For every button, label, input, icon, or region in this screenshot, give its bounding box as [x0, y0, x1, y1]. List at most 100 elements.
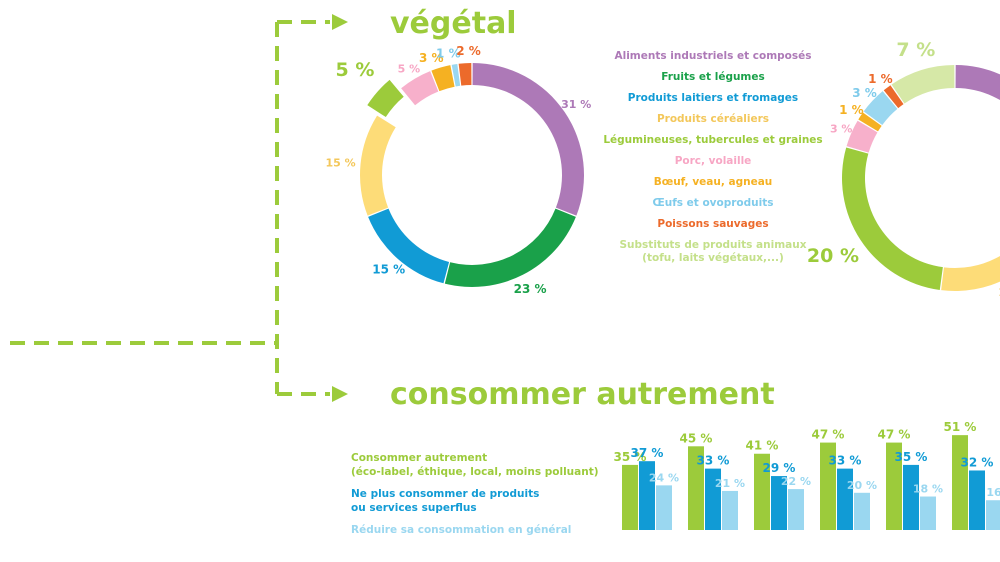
legend-item-poissons: Poissons sauvages	[657, 218, 769, 230]
arrow-head-bottom	[332, 386, 348, 402]
bar-label-g4-s1: 47 %	[812, 428, 845, 442]
bar-label-g6-s2: 32 %	[961, 455, 994, 469]
bar-g3-s3	[788, 489, 804, 530]
bar-legend: Consommer autrement (éco-label, éthique,…	[351, 452, 599, 547]
bar-label-g1-s3: 24 %	[649, 471, 679, 484]
bar-label-g6-s1: 51 %	[944, 420, 977, 434]
bar-label-g6-s3: 16	[986, 486, 1000, 499]
bar-legend-ne-plus-consommer: Ne plus consommer de produits ou service…	[351, 488, 599, 515]
legend-item-substituts: Substituts de produits animaux (tofu, la…	[598, 239, 828, 265]
bar-label-g3-s2: 29 %	[763, 461, 796, 475]
bar-g5-s3	[920, 496, 936, 530]
title-consommer-autrement: consommer autrement	[390, 377, 775, 412]
donut1-label-8: 1 %	[436, 46, 461, 60]
legend-item-industriels: Aliments industriels et composés	[614, 50, 812, 62]
bar-label-g4-s3: 20 %	[847, 479, 877, 492]
bar-g5-s2	[903, 464, 919, 530]
bar-g3-s2	[771, 476, 787, 530]
donut1-slice-8	[451, 63, 461, 87]
bar-chart-consommer: 35 %37 %24 %45 %33 %21 %41 %29 %22 %47 %…	[614, 420, 1000, 530]
donut1-label-9: 2 %	[456, 44, 481, 58]
bar-g4-s3	[854, 492, 870, 530]
bar-legend-3-line1: Réduire sa consommation en général	[351, 524, 572, 536]
donut2-label-4: 20 %	[807, 245, 859, 267]
donut1-slice-9	[458, 63, 472, 86]
arrow-head-top	[332, 14, 348, 30]
donut1-slice-2	[444, 208, 576, 287]
donut2-label-6: 1 %	[839, 103, 864, 117]
donut2-label-8: 1 %	[868, 72, 893, 86]
bar-g1-s1	[622, 464, 638, 530]
bar-g1-s2	[639, 461, 655, 530]
bar-g2-s1	[688, 446, 704, 530]
donut2-slice-8	[883, 85, 904, 109]
legend-item-oeufs: Œufs et ovoproduits	[652, 197, 774, 209]
legend-item-laitiers: Produits laitiers et fromages	[627, 92, 799, 104]
bar-g1-s3	[656, 485, 672, 530]
legend-item-porc: Porc, volaille	[674, 155, 752, 167]
bar-g6-s3	[986, 500, 1000, 530]
dashed-connectors	[10, 14, 348, 402]
legend-item-substituts-line2: (tofu, laits végétaux,...)	[642, 252, 784, 264]
donut-chart-right: 1014 %20 %3 %1 %3 %1 %7 %	[807, 39, 1000, 299]
bar-label-g5-s3: 18 %	[913, 483, 943, 496]
bar-label-g1-s1: 35 %	[614, 450, 647, 464]
donut2-slice-5	[846, 120, 878, 153]
donut2-label-5: 3 %	[830, 123, 853, 136]
donut2-slice-6	[858, 112, 882, 132]
bar-label-g1-s2: 37 %	[631, 446, 664, 460]
bar-g6-s2	[969, 470, 985, 530]
donut1-label-5: 5 %	[336, 59, 375, 81]
donut1-label-6: 5 %	[398, 62, 421, 75]
bar-label-g3-s3: 22 %	[781, 475, 811, 488]
bar-label-g5-s2: 35 %	[895, 450, 928, 464]
donut2-slice-1	[955, 65, 1000, 101]
bar-g2-s2	[705, 468, 721, 530]
bar-legend-1-line1: Consommer autrement	[351, 452, 488, 464]
bar-g2-s3	[722, 490, 738, 530]
bar-g4-s2	[837, 468, 853, 530]
legend-item-cereales: Produits céréaliers	[656, 113, 770, 125]
donut1-label-1: 31 %	[561, 98, 591, 111]
donut1-label-3: 15 %	[372, 263, 405, 277]
donut-chart-vegetal: 31 %23 %15 %15 %5 % 5 %3 %1 %2 %	[325, 44, 591, 296]
bar-label-g2-s2: 33 %	[697, 454, 730, 468]
bar-label-g2-s3: 21 %	[715, 477, 745, 490]
donut1-slice-5	[367, 79, 404, 118]
donut1-label-2: 23 %	[514, 282, 547, 296]
bar-g3-s1	[754, 453, 770, 530]
donut2-label-3: 14 %	[998, 286, 1000, 299]
legend-item-boeuf: Bœuf, veau, agneau	[653, 176, 773, 188]
donut-legend: Aliments industriels et composés Fruits …	[598, 46, 828, 265]
donut1-slice-3	[368, 208, 450, 284]
bar-label-g4-s2: 33 %	[829, 454, 862, 468]
legend-item-legumineuses: Légumineuses, tubercules et graines	[603, 134, 823, 146]
donut2-slice-9	[891, 65, 955, 104]
bar-legend-reduire: Réduire sa consommation en général	[351, 524, 599, 538]
donut1-slice-1	[472, 63, 584, 216]
bar-legend-1-line2: (éco-label, éthique, local, moins pollua…	[351, 465, 599, 478]
donut2-label-7: 3 %	[852, 86, 877, 100]
legend-item-substituts-line1: Substituts de produits animaux	[619, 239, 807, 251]
title-vegetal: végétal	[390, 6, 517, 41]
bar-g4-s1	[820, 442, 836, 530]
donut1-label-7: 3 %	[419, 51, 444, 65]
donut1-slice-6	[401, 71, 439, 106]
bar-legend-consommer-autrement: Consommer autrement (éco-label, éthique,…	[351, 452, 599, 479]
donut1-slice-4	[360, 115, 396, 216]
bar-g5-s1	[886, 442, 902, 530]
donut2-slice-4	[842, 147, 943, 290]
legend-item-fruits: Fruits et légumes	[661, 71, 765, 83]
bar-label-g2-s1: 45 %	[680, 431, 713, 445]
donut1-slice-7	[431, 65, 455, 92]
donut2-slice-3	[941, 255, 1000, 291]
bar-legend-2-line2: ou services superflus	[351, 501, 477, 514]
bar-g6-s1	[952, 435, 968, 530]
donut2-label-9: 7 %	[896, 39, 935, 61]
bar-label-g5-s1: 47 %	[878, 428, 911, 442]
bar-legend-2-line1: Ne plus consommer de produits	[351, 488, 540, 500]
bar-label-g3-s1: 41 %	[746, 439, 779, 453]
donut2-slice-7	[863, 91, 898, 125]
donut1-label-4: 15 %	[325, 157, 355, 170]
